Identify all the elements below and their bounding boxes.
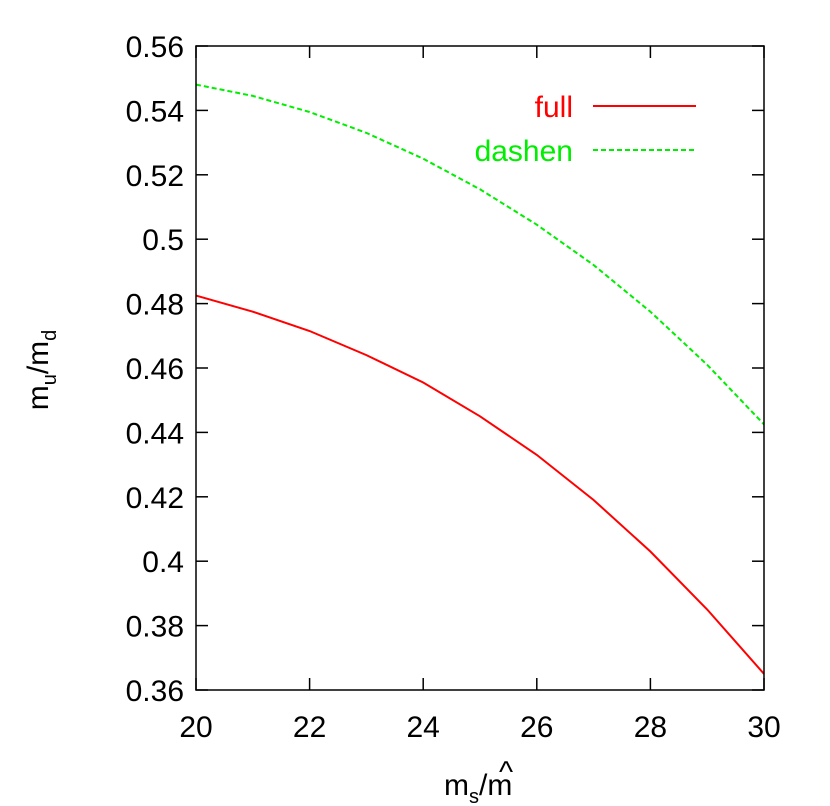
y-tick-label: 0.4 <box>142 546 184 579</box>
ticks-layer: 0.36 0.38 0.4 0.42 0.44 0.46 0.48 0.5 0.52 0.54 0.… <box>126 31 781 744</box>
y-tick-label: 0.52 <box>126 160 184 193</box>
y-tick-label: 0.44 <box>126 417 184 450</box>
y-axis-label-main1: m <box>22 385 55 410</box>
y-tick-label: 0.56 <box>126 31 184 64</box>
y-axis-label-slash: /m <box>22 341 55 374</box>
x-tick-label: 22 <box>293 711 326 744</box>
legend-label-full: full <box>535 91 573 124</box>
y-tick-label: 0.48 <box>126 289 184 322</box>
y-tick-label: 0.46 <box>126 353 184 386</box>
legend-label-dashen: dashen <box>475 135 573 168</box>
series-layer <box>195 83 765 675</box>
y-tick-label: 0.5 <box>142 224 184 257</box>
legend: full dashen <box>475 91 696 168</box>
y-tick-label: 0.36 <box>126 675 184 708</box>
y-axis-label-sub2: d <box>39 330 61 341</box>
x-tick-label: 26 <box>520 711 553 744</box>
x-axis-label-hat: ^ <box>499 756 513 789</box>
series-line-full <box>195 294 765 675</box>
y-tick-label: 0.54 <box>126 95 184 128</box>
x-axis-label-rest: /m <box>479 769 512 802</box>
x-tick-label: 20 <box>179 711 212 744</box>
y-tick-label: 0.42 <box>126 482 184 515</box>
plot-frame <box>195 45 765 691</box>
x-tick-label: 30 <box>747 711 780 744</box>
x-axis-label: ms/m <box>444 769 512 806</box>
x-tick-label: 28 <box>634 711 667 744</box>
y-axis-label-sub1: u <box>39 374 61 385</box>
series-line-dashen <box>195 83 765 426</box>
x-tick-label: 24 <box>407 711 440 744</box>
y-tick-label: 0.38 <box>126 611 184 644</box>
y-axis-label: mu/md <box>22 330 61 411</box>
x-axis-label-sub: s <box>469 786 479 806</box>
x-axis-label-main: m <box>444 769 469 802</box>
